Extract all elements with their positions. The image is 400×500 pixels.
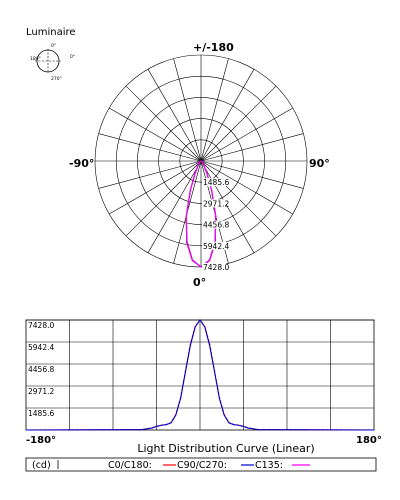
linear-chart: 7428.0 5942.4 4456.8 2971.2 1485.6 [25,319,375,431]
legend-c90-label: C90/C270: [177,460,227,471]
legend: (cd) C0/C180: C90/C270: C135: [25,457,377,472]
linear-x-right-label: 180° [356,435,382,446]
linear-curve-c90-c270 [25,319,375,431]
luminaire-inset: 0° 0° 180° 270° [30,43,75,82]
polar-ring [115,75,287,247]
polar-ring-label: 5942.4 [203,242,229,251]
legend-c135-label: C135: [255,460,283,471]
polar-spoke [200,85,277,162]
polar-spoke [200,160,277,237]
polar-bottom-label: 0° [193,276,206,289]
polar-ring-label-bg [202,220,226,229]
linear-y-tick-label: 7428.0 [28,321,54,330]
polar-right-label: 90° [309,157,330,170]
luminaire-title: Luminaire [26,27,76,38]
polar-spoke [200,160,293,215]
polar-spoke [109,107,202,162]
inset-label-top: 0° [51,43,56,49]
inset-label-bottom: 270° [51,76,62,82]
polar-curve-c135 [185,160,217,268]
linear-title: Light Distribution Curve (Linear) [137,442,314,455]
polar-spoke [200,69,255,162]
polar-left-label: -90° [69,157,94,170]
polar-ring-label-bg [202,178,226,187]
polar-ring-label-bg [202,241,226,250]
polar-ring-label-bg [202,263,226,271]
linear-y-tick-label: 5942.4 [28,343,54,352]
polar-spoke [200,107,293,162]
polar-ring-label: 7428.0 [203,263,229,272]
polar-ring-label: 4456.8 [203,221,229,230]
polar-spoke [147,160,202,253]
polar-spoke [200,160,304,189]
legend-unit: (cd) [32,460,51,471]
polar-spoke [147,69,202,162]
polar-spoke [98,133,202,162]
linear-y-tick-label: 2971.2 [28,387,54,396]
polar-spoke [125,85,202,162]
polar-spoke [173,58,202,162]
polar-ring [137,97,265,225]
polar-spoke [98,160,202,189]
polar-spoke [200,58,229,162]
polar-spoke [200,160,255,253]
polar-ring-label-bg [202,199,226,208]
inset-label-left: 180° [30,56,41,62]
linear-x-left-label: -180° [26,435,56,446]
legend-box [25,457,377,472]
polar-ring [158,118,244,204]
polar-spoke [125,160,202,237]
polar-top-label: +/-180 [193,41,234,54]
polar-chart: 1485.6 2971.2 4456.8 5942.4 7428.0 [94,54,308,272]
linear-y-tick-label: 4456.8 [28,365,54,374]
inset-label-right: 0° [70,54,75,60]
polar-ring-label: 1485.6 [203,178,229,187]
legend-c0-label: C0/C180: [108,460,152,471]
polar-spoke [109,160,202,215]
polar-spoke [200,133,304,162]
polar-ring-label: 2971.2 [203,199,229,208]
linear-y-tick-label: 1485.6 [28,409,54,418]
polar-ring [179,139,223,183]
